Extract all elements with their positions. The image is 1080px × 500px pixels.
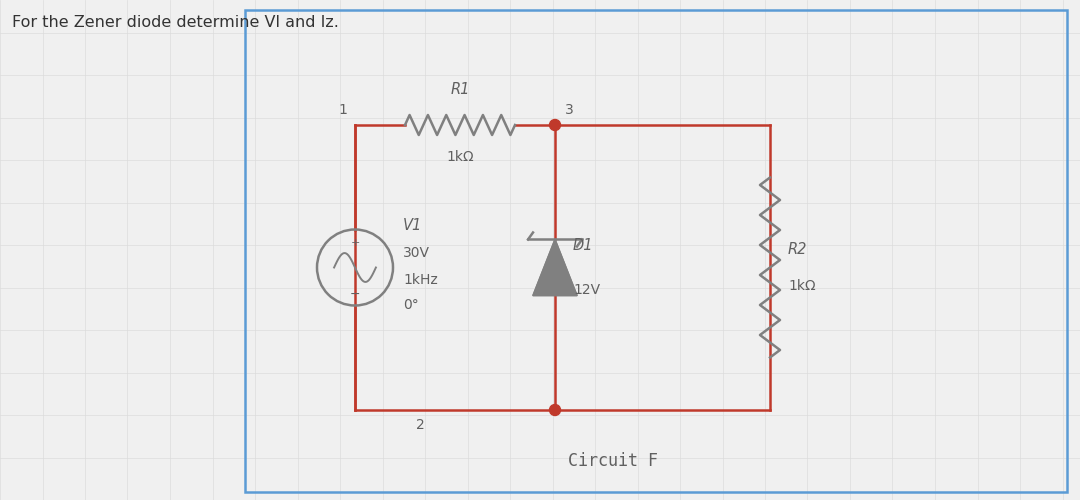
Text: 3: 3 [565,103,573,117]
Circle shape [550,120,561,130]
Text: Circuit F: Circuit F [567,452,658,470]
Text: D1: D1 [573,238,594,253]
Circle shape [550,404,561,415]
Text: 2: 2 [416,418,424,432]
Bar [245,10,1067,492]
Text: 1kHz: 1kHz [403,272,437,286]
Text: +: + [350,238,360,248]
Polygon shape [534,240,577,296]
Text: 30V: 30V [403,246,430,260]
Text: 1kΩ: 1kΩ [446,150,474,164]
Text: 0°: 0° [403,298,419,312]
Text: 12V: 12V [573,282,600,296]
Text: For the Zener diode determine Vl and Iz.: For the Zener diode determine Vl and Iz. [12,15,339,30]
Text: −: − [350,288,361,302]
Text: 1kΩ: 1kΩ [788,278,815,292]
Text: 1: 1 [338,103,347,117]
Text: V1: V1 [403,218,422,233]
Text: R1: R1 [450,82,470,97]
Text: R2: R2 [788,242,808,257]
